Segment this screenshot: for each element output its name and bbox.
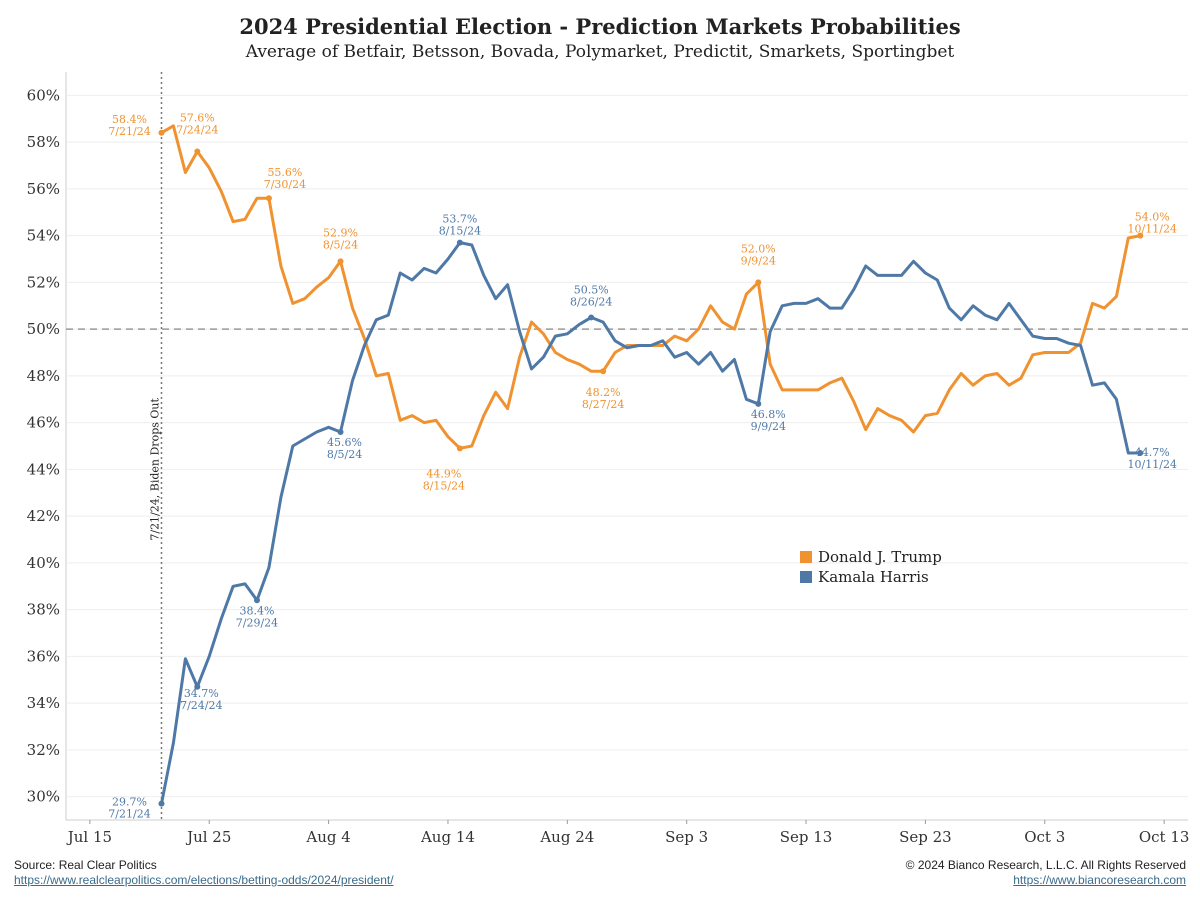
annotation-point [755, 279, 762, 286]
annotation-date: 9/9/24 [741, 254, 776, 267]
y-tick-label: 48% [27, 367, 60, 385]
y-tick-label: 58% [27, 133, 60, 151]
annotation-point [456, 445, 463, 452]
x-tick-label: Sep 13 [780, 828, 833, 846]
y-tick-label: 56% [27, 180, 60, 198]
annotation-value: 34.7% [184, 687, 219, 700]
annotation-date: 8/15/24 [423, 479, 465, 492]
x-tick-label: Aug 4 [305, 828, 350, 846]
annotation-value: 50.5% [574, 283, 609, 296]
legend-swatch-trump [800, 551, 812, 563]
y-tick-label: 50% [27, 320, 60, 338]
annotation-point [194, 683, 201, 690]
y-tick-label: 44% [27, 460, 60, 478]
annotation-value: 29.7% [112, 796, 147, 809]
annotation-date: 10/11/24 [1128, 458, 1177, 471]
y-tick-label: 38% [27, 601, 60, 619]
annotation-date: 9/9/24 [751, 420, 786, 433]
annotation-point [600, 368, 607, 375]
annotation-date: 7/21/24 [108, 125, 150, 138]
x-tick-label: Sep 3 [665, 828, 708, 846]
annotation-value: 44.9% [426, 467, 461, 480]
y-tick-label: 40% [27, 554, 60, 572]
annotation-point [456, 239, 463, 246]
y-tick-label: 60% [27, 86, 60, 104]
annotation-date: 7/24/24 [180, 699, 222, 712]
annotation-point [194, 148, 201, 155]
annotation-date: 8/5/24 [327, 448, 362, 461]
annotation-value: 58.4% [112, 113, 147, 126]
copyright-text: © 2024 Bianco Research, L.L.C. All Right… [905, 858, 1186, 872]
x-tick-label: Oct 3 [1024, 828, 1065, 846]
annotation-date: 7/24/24 [176, 123, 218, 136]
annotation-date: 7/30/24 [264, 178, 306, 191]
legend-swatch-harris [800, 571, 812, 583]
y-tick-label: 42% [27, 507, 60, 525]
legend-label-harris: Kamala Harris [818, 568, 929, 586]
annotation-value: 45.6% [327, 436, 362, 449]
x-tick-label: Oct 13 [1139, 828, 1190, 846]
y-tick-label: 32% [27, 741, 60, 759]
annotation-value: 53.7% [442, 213, 477, 226]
chart-title: 2024 Presidential Election - Prediction … [239, 14, 961, 39]
y-tick-label: 46% [27, 414, 60, 432]
x-tick-label: Aug 14 [420, 828, 475, 846]
source-label: Source: Real Clear Politics [14, 858, 157, 872]
annotation-point [1137, 450, 1144, 457]
annotation-date: 10/11/24 [1128, 223, 1177, 236]
chart-subtitle: Average of Betfair, Betsson, Bovada, Pol… [245, 42, 955, 62]
y-tick-label: 36% [27, 647, 60, 665]
y-tick-label: 34% [27, 694, 60, 712]
annotation-point [158, 129, 165, 136]
x-tick-label: Sep 23 [899, 828, 952, 846]
annotation-point [1137, 232, 1144, 239]
source-link[interactable]: https://www.realclearpolitics.com/electi… [14, 873, 394, 887]
annotation-date: 8/5/24 [323, 238, 358, 251]
annotation-date: 7/21/24 [108, 808, 150, 821]
annotation-point [253, 597, 260, 604]
series-line-harris [160, 241, 1141, 804]
y-tick-label: 52% [27, 273, 60, 291]
annotation-point [265, 195, 272, 202]
annotation-value: 52.0% [741, 242, 776, 255]
annotation-point [337, 428, 344, 435]
annotation-date: 8/27/24 [582, 398, 624, 411]
legend-label-trump: Donald J. Trump [818, 548, 942, 566]
x-tick-label: Jul 25 [185, 828, 231, 846]
annotation-value: 54.0% [1135, 211, 1170, 224]
annotation-value: 57.6% [180, 111, 215, 124]
annotation-value: 38.4% [240, 604, 275, 617]
annotation-point [755, 400, 762, 407]
annotation-point [337, 258, 344, 265]
annotation-value: 55.6% [267, 166, 302, 179]
series-line-trump [160, 124, 1141, 450]
annotation-value: 52.9% [323, 226, 358, 239]
legend: Donald J. Trump Kamala Harris [800, 547, 942, 587]
annotation-value: 44.7% [1135, 446, 1170, 459]
legend-item-trump[interactable]: Donald J. Trump [800, 547, 942, 567]
annotation-date: 7/29/24 [236, 616, 278, 629]
annotation-point [158, 800, 165, 807]
x-tick-label: Aug 24 [539, 828, 594, 846]
event-line-label: 7/21/24, Biden Drops Out [148, 398, 161, 541]
annotation-value: 48.2% [586, 386, 621, 399]
annotation-date: 8/26/24 [570, 295, 612, 308]
y-tick-label: 54% [27, 227, 60, 245]
annotation-point [588, 314, 595, 321]
legend-item-harris[interactable]: Kamala Harris [800, 567, 942, 587]
x-tick-label: Jul 15 [66, 828, 112, 846]
annotation-date: 8/15/24 [439, 225, 481, 238]
y-tick-label: 30% [27, 788, 60, 806]
annotation-value: 46.8% [751, 408, 786, 421]
site-link[interactable]: https://www.biancoresearch.com [1013, 873, 1186, 887]
